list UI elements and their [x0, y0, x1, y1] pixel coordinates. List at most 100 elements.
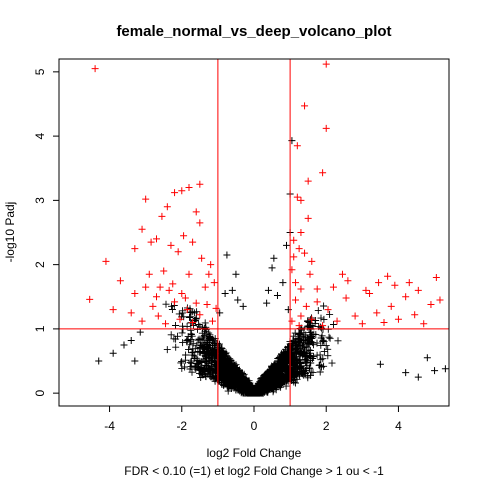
- point-s0-103: [313, 285, 321, 293]
- point-s0-41: [131, 290, 139, 298]
- point-s0-89: [420, 320, 428, 328]
- point-s1-0: [288, 137, 296, 145]
- point-s0-57: [171, 298, 179, 306]
- point-s0-8: [178, 187, 186, 195]
- point-s0-72: [297, 312, 305, 320]
- point-s1-18: [95, 357, 103, 365]
- point-s0-42: [142, 283, 150, 291]
- point-s0-4: [293, 142, 301, 150]
- point-s0-43: [153, 293, 160, 301]
- point-s1-19: [109, 349, 117, 357]
- x-tick-label-1: -2: [176, 419, 187, 433]
- point-s0-100: [338, 270, 346, 278]
- point-s1-28: [131, 357, 139, 365]
- point-s0-26: [102, 257, 110, 265]
- point-s0-44: [160, 267, 168, 275]
- plot-area: [59, 59, 449, 406]
- y-tick-label-5: 5: [33, 68, 47, 75]
- point-s0-93: [344, 277, 352, 285]
- point-s0-14: [163, 203, 171, 211]
- point-s1-10: [228, 286, 236, 294]
- point-s1-7: [221, 290, 229, 298]
- point-s0-39: [297, 285, 305, 293]
- point-s0-10: [142, 195, 150, 203]
- point-s0-21: [290, 236, 298, 244]
- point-s0-73: [302, 302, 310, 310]
- point-s1-25: [423, 354, 431, 362]
- point-s0-80: [351, 312, 359, 320]
- point-s0-22: [290, 253, 298, 261]
- point-s0-25: [308, 257, 316, 265]
- point-s0-53: [138, 317, 146, 325]
- point-s0-17: [196, 219, 204, 227]
- point-s0-92: [329, 283, 337, 291]
- point-s0-62: [203, 300, 211, 308]
- point-s0-23: [295, 245, 303, 253]
- point-s0-46: [178, 290, 186, 298]
- point-s0-60: [189, 318, 197, 326]
- point-s0-6: [319, 169, 327, 177]
- point-s0-27: [131, 245, 139, 253]
- point-s0-31: [174, 248, 182, 256]
- point-s0-56: [162, 320, 170, 328]
- point-s0-1: [322, 60, 330, 68]
- point-s0-76: [319, 322, 327, 330]
- x-tick-label-0: -4: [104, 419, 115, 433]
- point-s0-5: [304, 177, 312, 185]
- y-tick-label-2: 2: [33, 261, 47, 268]
- y-tick-label-1: 1: [33, 325, 47, 332]
- point-s0-9: [171, 189, 179, 197]
- x-tick-label-2: 0: [251, 419, 258, 433]
- point-s0-16: [192, 208, 200, 216]
- point-s1-20: [127, 336, 135, 344]
- point-s1-15: [216, 309, 224, 317]
- point-s0-51: [109, 306, 117, 314]
- y-tick-label-0: 0: [33, 389, 47, 396]
- point-s0-94: [362, 286, 370, 294]
- point-s0-75: [313, 298, 321, 306]
- point-s0-71: [292, 296, 300, 304]
- point-s0-88: [411, 311, 419, 319]
- point-s0-69: [156, 283, 164, 291]
- y-axis-label: -log10 Padj: [3, 202, 17, 263]
- point-s0-7: [185, 184, 193, 192]
- point-s0-50: [86, 295, 94, 303]
- point-s0-86: [394, 315, 402, 323]
- point-s0-97: [405, 279, 413, 287]
- point-s0-68: [181, 294, 189, 302]
- point-s1-5: [270, 254, 278, 262]
- point-s0-74: [308, 315, 316, 323]
- point-s0-35: [207, 261, 215, 269]
- y-axis: 0 1 2 3 4 5: [33, 68, 59, 396]
- x-axis-subtitle: FDR < 0.10 (=1) et log2 Fold Change > 1 …: [124, 464, 384, 478]
- point-s1-12: [239, 302, 247, 310]
- point-s0-84: [380, 318, 388, 326]
- point-s0-83: [373, 309, 381, 317]
- point-s0-13: [196, 180, 204, 188]
- plot-frame: [58, 58, 450, 407]
- point-s0-32: [180, 232, 188, 240]
- point-s0-11: [297, 196, 305, 204]
- point-s1-17: [234, 296, 242, 304]
- point-s0-91: [436, 296, 444, 304]
- point-s0-2: [301, 102, 309, 110]
- point-s0-15: [158, 212, 166, 220]
- point-s0-45: [169, 280, 177, 288]
- point-s0-61: [196, 311, 204, 319]
- point-s0-34: [198, 254, 206, 262]
- point-s0-63: [208, 317, 216, 325]
- point-s1-27: [376, 360, 384, 368]
- point-s0-78: [333, 317, 341, 325]
- point-s0-37: [288, 266, 296, 274]
- point-s0-98: [414, 286, 422, 294]
- point-s1-24: [431, 367, 439, 375]
- point-s0-47: [185, 270, 193, 278]
- point-s0-65: [145, 270, 153, 278]
- point-s0-67: [205, 270, 213, 278]
- point-s1-2: [223, 251, 231, 259]
- point-s1-8: [268, 264, 276, 272]
- point-s0-54: [149, 302, 157, 310]
- point-s0-102: [306, 270, 314, 278]
- point-s0-40: [116, 277, 124, 285]
